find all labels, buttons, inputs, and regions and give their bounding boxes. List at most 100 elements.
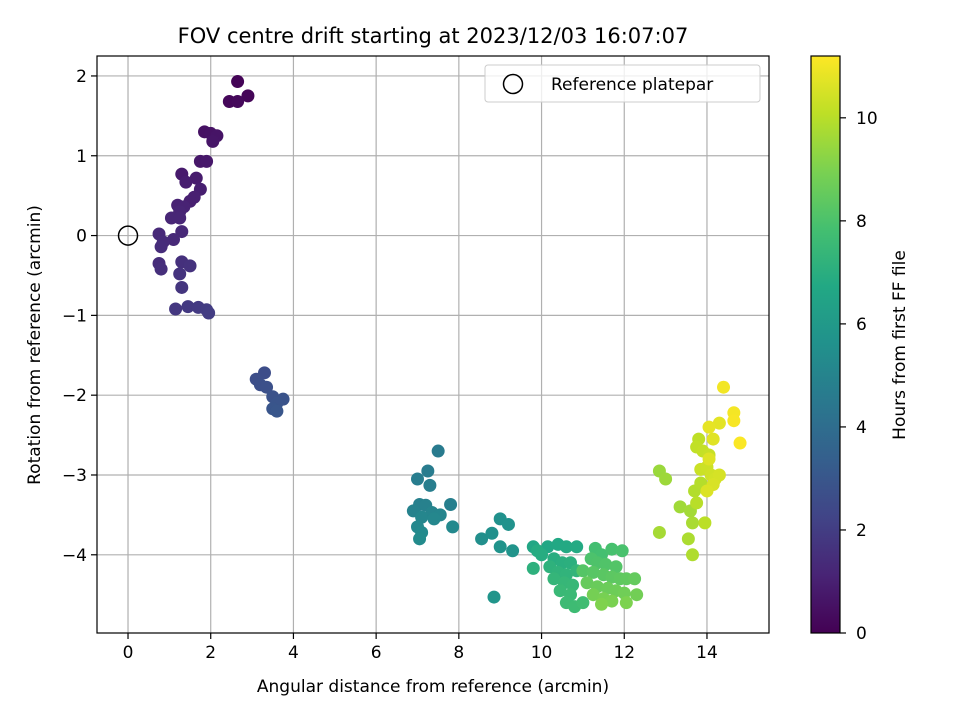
- data-point: [202, 306, 216, 320]
- data-point: [231, 94, 245, 108]
- colorbar-tick-label: 8: [856, 212, 867, 232]
- x-tick-label: 14: [696, 643, 718, 663]
- legend: Reference platepar: [484, 64, 761, 103]
- data-point: [200, 154, 214, 168]
- x-axis-label: Angular distance from reference (arcmin): [257, 677, 609, 697]
- x-tick-label: 6: [371, 643, 382, 663]
- x-tick-label: 2: [205, 643, 216, 663]
- plot-area-frame: [96, 55, 770, 634]
- data-point: [183, 259, 197, 273]
- x-axis-ticks: 0 2 4 6 8 10 12 14: [123, 633, 718, 663]
- data-point: [154, 240, 168, 254]
- y-tick-label: 1: [76, 147, 87, 167]
- data-point: [586, 565, 600, 579]
- colorbar-ticks: 0 2 4 6 8 10: [840, 109, 878, 644]
- data-point: [652, 525, 666, 539]
- data-point: [179, 175, 193, 189]
- data-point: [698, 516, 712, 530]
- data-point: [547, 572, 561, 586]
- colorbar-label: Hours from first FF file: [890, 250, 910, 440]
- data-point: [586, 588, 600, 602]
- data-point: [659, 472, 673, 486]
- data-point: [727, 414, 741, 428]
- data-point: [559, 540, 573, 554]
- colorbar-tick-label: 4: [856, 418, 867, 438]
- data-point: [485, 526, 499, 540]
- data-point: [427, 512, 441, 526]
- data-point: [487, 590, 501, 604]
- data-point: [421, 464, 435, 478]
- data-point: [167, 233, 181, 247]
- data-point: [444, 498, 458, 512]
- legend-label: Reference platepar: [551, 75, 713, 95]
- data-point: [673, 500, 687, 514]
- data-point: [231, 75, 245, 89]
- data-point: [685, 548, 699, 562]
- x-tick-label: 8: [453, 643, 464, 663]
- legend-box: [484, 64, 761, 103]
- data-point: [181, 300, 195, 314]
- data-point: [169, 302, 183, 316]
- data-points: [152, 75, 747, 614]
- data-point: [553, 584, 567, 598]
- grid-lines: [97, 56, 769, 633]
- y-tick-label: −4: [62, 546, 87, 566]
- data-point: [493, 540, 507, 554]
- x-tick-label: 10: [531, 643, 553, 663]
- data-point: [576, 596, 590, 610]
- data-point: [570, 540, 584, 554]
- data-point: [685, 516, 699, 530]
- y-tick-label: 0: [76, 227, 87, 247]
- data-point: [501, 517, 515, 531]
- data-point: [605, 542, 619, 556]
- data-point: [446, 520, 460, 534]
- data-point: [619, 596, 633, 610]
- data-point: [506, 544, 520, 558]
- legend-marker-icon: [502, 73, 524, 95]
- data-point: [706, 432, 720, 446]
- data-point: [413, 532, 427, 546]
- data-point: [690, 496, 704, 510]
- data-point: [605, 594, 619, 608]
- data-point: [423, 478, 437, 492]
- data-point: [410, 472, 424, 486]
- data-point: [599, 557, 613, 571]
- y-tick-label: −2: [62, 386, 87, 406]
- data-point: [475, 532, 489, 546]
- data-point: [700, 484, 714, 498]
- reference-platepar-marker: [117, 225, 139, 246]
- x-tick-label: 4: [288, 643, 299, 663]
- x-tick-label: 0: [123, 643, 134, 663]
- data-point: [154, 262, 168, 276]
- data-point: [595, 597, 609, 611]
- colorbar-tick-label: 10: [856, 109, 878, 129]
- data-point: [189, 171, 203, 185]
- data-point: [609, 560, 623, 574]
- chart-title: FOV centre drift starting at 2023/12/03 …: [178, 24, 689, 48]
- data-point: [175, 280, 189, 294]
- data-point: [630, 588, 644, 602]
- data-point: [712, 468, 726, 482]
- data-point: [717, 380, 731, 394]
- data-point: [615, 544, 629, 558]
- reference-marker-group: [117, 225, 139, 246]
- data-point: [526, 561, 540, 575]
- data-point: [173, 267, 187, 281]
- y-tick-label: −3: [62, 466, 87, 486]
- data-point: [535, 548, 549, 562]
- data-point: [241, 89, 255, 103]
- data-point: [173, 211, 187, 225]
- y-tick-label: 2: [76, 67, 87, 87]
- data-point: [206, 134, 220, 148]
- data-point: [270, 404, 284, 418]
- y-tick-label: −1: [62, 306, 87, 326]
- colorbar-tick-label: 2: [856, 521, 867, 541]
- data-point: [733, 436, 747, 450]
- data-point: [431, 444, 445, 458]
- data-point: [175, 225, 189, 239]
- data-point: [576, 564, 590, 578]
- y-axis-ticks: 2 1 0 −1 −2 −3 −4: [62, 67, 97, 566]
- x-tick-label: 12: [613, 643, 635, 663]
- data-point: [702, 452, 716, 466]
